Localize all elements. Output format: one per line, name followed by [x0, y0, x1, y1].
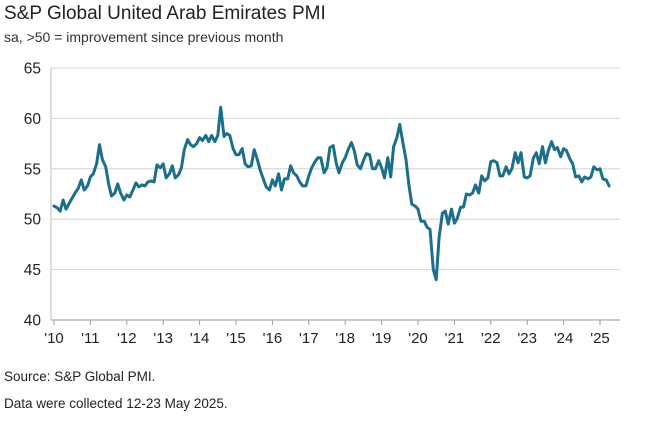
x-axis-ticks: '10 '11 '12 '13 '14 '15 '16 '17 '18 '19 '20 '21 '22 '… [44, 320, 610, 347]
series-layer [52, 105, 611, 282]
chart-title: S&P Global United Arab Emirates PMI [4, 3, 326, 24]
x-tick-label: '14 [190, 330, 210, 347]
x-tick-label: '22 [481, 330, 501, 347]
x-tick-label: '24 [554, 330, 574, 347]
y-tick-label: 55 [24, 161, 41, 178]
y-tick-label: 40 [24, 313, 42, 330]
x-tick-label: '11 [81, 330, 99, 347]
x-tick-label: '10 [44, 330, 64, 347]
x-tick-label: '23 [517, 330, 537, 347]
x-tick-label: '16 [263, 330, 283, 347]
x-tick-label: '15 [226, 330, 246, 347]
x-tick-label: '12 [117, 330, 137, 347]
x-tick-label: '20 [408, 330, 428, 347]
chart-subtitle: sa, >50 = improvement since previous mon… [4, 29, 284, 45]
y-tick-label: 60 [24, 111, 42, 128]
x-tick-label: '19 [372, 330, 392, 347]
y-tick-label: 50 [24, 212, 42, 229]
y-tick-label: 65 [24, 61, 41, 78]
x-tick-label: '21 [445, 330, 465, 347]
y-tick-label: 45 [24, 262, 41, 279]
x-tick-label: '18 [335, 330, 355, 347]
source-note: Source: S&P Global PMI. [4, 369, 156, 384]
x-tick-label: '25 [590, 330, 610, 347]
y-axis-ticks: 40 45 50 55 60 65 [24, 61, 42, 330]
x-tick-label: '17 [299, 330, 319, 347]
pmi-series-line [52, 105, 611, 282]
grid-lines [50, 67, 620, 321]
x-tick-label: '13 [153, 330, 173, 347]
collection-note: Data were collected 12-23 May 2025. [4, 396, 228, 411]
